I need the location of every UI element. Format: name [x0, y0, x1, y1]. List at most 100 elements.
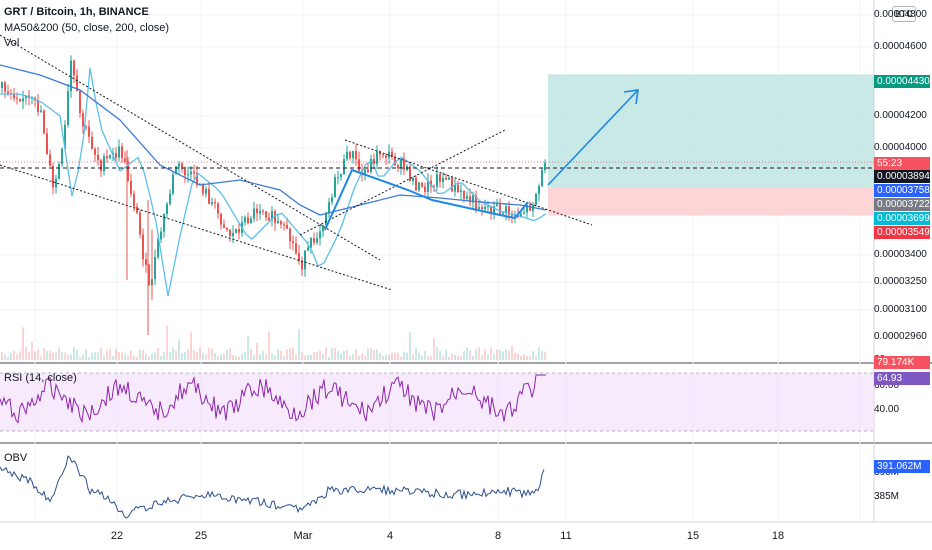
volume-bar [475, 349, 477, 360]
candle-body [1, 82, 3, 88]
candle-body [280, 221, 282, 225]
volume-bar [427, 356, 429, 360]
volume-bar [151, 353, 153, 360]
candle-body [397, 165, 399, 169]
candle-body [115, 153, 117, 158]
volume-bar [268, 331, 270, 360]
time-tick-label: 8 [494, 530, 502, 542]
rsi-value-tag: 64.93 [874, 372, 930, 385]
candle-body [58, 163, 60, 179]
time-tick-label: Mar [293, 530, 313, 542]
volume-bar [466, 347, 468, 360]
volume-bar [52, 352, 54, 360]
candle-body [106, 156, 108, 159]
candle-body [469, 196, 471, 203]
volume-bar [19, 351, 21, 360]
candle-body [385, 155, 387, 158]
candle-body [250, 218, 252, 224]
candle-body [508, 206, 510, 215]
candle-body [64, 124, 66, 149]
price-tick-label: 0.00004200 [874, 110, 927, 121]
volume-bar [103, 355, 105, 360]
volume-bar [160, 355, 162, 360]
volume-bar [76, 349, 78, 360]
candle-body [193, 171, 195, 174]
candle-body [13, 93, 15, 99]
trendline [0, 34, 381, 261]
candle-body [472, 195, 474, 203]
volume-bar [340, 353, 342, 360]
volume-bar [469, 350, 471, 360]
price-tick-label: 0.00004800 [874, 9, 927, 20]
price-tag: 0.00003894 [874, 170, 930, 183]
candle-body [349, 151, 351, 159]
candle-body [247, 217, 249, 224]
candle-body [190, 171, 192, 175]
volume-bar [325, 347, 327, 360]
volume-bar [178, 339, 180, 360]
candle-body [304, 250, 306, 270]
currency-button[interactable]: BTC [892, 6, 916, 22]
volume-bar [205, 354, 207, 360]
obv-legend[interactable]: OBV [4, 452, 28, 464]
candle-body [502, 212, 504, 214]
candle-body [457, 184, 459, 192]
volume-bar [481, 355, 483, 360]
volume-bar [355, 349, 357, 360]
candle-body [286, 224, 288, 229]
candle-body [226, 227, 228, 230]
price-tag: 55:23 [874, 157, 930, 170]
price-tick-label: 0.00003400 [874, 249, 927, 260]
candle-body [496, 204, 498, 207]
candle-body [166, 203, 168, 214]
volume-bar [460, 356, 462, 360]
candle-body [409, 166, 411, 182]
symbol-legend[interactable]: GRT / Bitcoin, 1h, BINANCE [4, 6, 149, 18]
volume-bar [385, 354, 387, 360]
volume-bar [55, 352, 57, 360]
volume-bar [394, 353, 396, 360]
candle-body [73, 60, 75, 76]
price-tag: 0.00003699 [874, 212, 930, 225]
volume-bar [541, 350, 543, 360]
volume-bar [148, 356, 150, 360]
volume-bar [493, 353, 495, 360]
candle-body [37, 100, 39, 113]
volume-bar [166, 325, 168, 360]
vol-legend[interactable]: Vol [4, 37, 20, 49]
volume-bar [181, 353, 183, 360]
volume-bar [286, 349, 288, 360]
volume-bar [25, 346, 27, 360]
volume-bar [46, 350, 48, 360]
rsi-legend[interactable]: RSI (14, close) [4, 372, 77, 384]
volume-bar [463, 351, 465, 360]
volume-bar [280, 350, 282, 360]
candle-body [229, 229, 231, 237]
trendline [0, 164, 393, 291]
volume-bar [127, 355, 129, 360]
candle-body [382, 154, 384, 156]
ma-legend[interactable]: MA50&200 (50, close, 200, close) [4, 22, 170, 34]
candle-body [493, 206, 495, 214]
candle-body [82, 113, 84, 127]
volume-bar [277, 349, 279, 360]
volume-bar [1, 352, 3, 360]
target-zone [548, 74, 874, 188]
symbol-title: GRT / Bitcoin, 1h, BINANCE [4, 6, 149, 18]
time-tick-label: 18 [771, 530, 785, 542]
volume-bar [7, 356, 9, 360]
candle-body [94, 148, 96, 155]
candle-body [529, 204, 531, 211]
volume-bar [328, 356, 330, 360]
indicator-tick-label: 385M [874, 491, 900, 502]
candle-body [205, 189, 207, 194]
volume-bar [61, 352, 63, 360]
volume-bar [382, 355, 384, 360]
volume-bar [112, 356, 114, 360]
candle-body [475, 195, 477, 210]
candle-body [160, 231, 162, 240]
candle-body [265, 211, 267, 218]
volume-bar [193, 350, 195, 360]
